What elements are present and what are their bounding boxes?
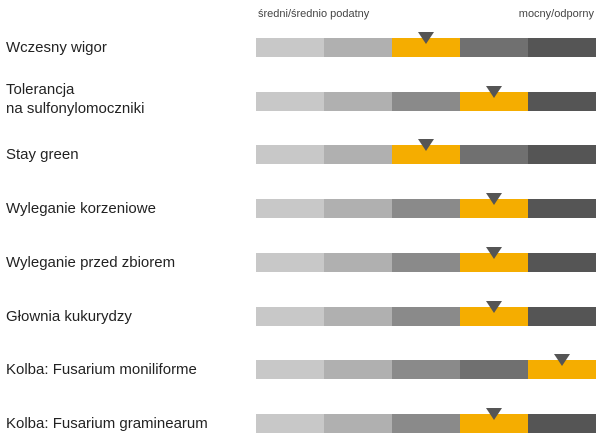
rating-bar bbox=[256, 199, 596, 218]
rating-bar bbox=[256, 360, 596, 379]
rating-segment bbox=[528, 199, 596, 218]
rating-segment bbox=[460, 253, 528, 272]
row-label: Kolba: Fusarium graminearum bbox=[6, 414, 208, 433]
rating-marker bbox=[418, 32, 434, 44]
row-label: Stay green bbox=[6, 145, 79, 164]
scale-left-label: średni/średnio podatny bbox=[258, 8, 370, 20]
row-label-line: Wyleganie korzeniowe bbox=[6, 200, 156, 217]
row-label: Kolba: Fusarium moniliforme bbox=[6, 360, 197, 379]
row-label: Wyleganie korzeniowe bbox=[6, 199, 156, 218]
rating-segment bbox=[256, 253, 324, 272]
rating-marker bbox=[486, 247, 502, 259]
rating-bar bbox=[256, 307, 596, 326]
rating-segment bbox=[256, 92, 324, 111]
row-label-line: Tolerancja bbox=[6, 81, 75, 98]
rating-segment bbox=[392, 414, 460, 433]
rating-bar bbox=[256, 92, 596, 111]
rating-segment bbox=[528, 145, 596, 164]
rating-segment bbox=[528, 92, 596, 111]
row-label-line: Głownia kukurydzy bbox=[6, 308, 132, 325]
rating-segment bbox=[256, 38, 324, 57]
rating-marker bbox=[486, 301, 502, 313]
rating-segment bbox=[392, 145, 460, 164]
rating-segment bbox=[392, 92, 460, 111]
rating-segment bbox=[324, 414, 392, 433]
rating-segment bbox=[392, 253, 460, 272]
rating-bar bbox=[256, 253, 596, 272]
row-label-line: Kolba: Fusarium moniliforme bbox=[6, 361, 197, 378]
rating-segment bbox=[528, 253, 596, 272]
rating-segment bbox=[392, 199, 460, 218]
rating-segment bbox=[460, 360, 528, 379]
rating-segment bbox=[256, 199, 324, 218]
rating-segment bbox=[460, 92, 528, 111]
rating-segment bbox=[528, 360, 596, 379]
rating-segment bbox=[324, 253, 392, 272]
row-label-line: Stay green bbox=[6, 146, 79, 163]
rating-segment bbox=[324, 145, 392, 164]
row-label-line: Kolba: Fusarium graminearum bbox=[6, 415, 208, 432]
rating-segment bbox=[256, 145, 324, 164]
rating-bar bbox=[256, 414, 596, 433]
rating-marker bbox=[418, 139, 434, 151]
rating-segment bbox=[324, 92, 392, 111]
row-label: Wyleganie przed zbiorem bbox=[6, 253, 175, 272]
rating-bar bbox=[256, 145, 596, 164]
row-label: Głownia kukurydzy bbox=[6, 307, 132, 326]
rating-segment bbox=[324, 307, 392, 326]
rating-marker bbox=[486, 86, 502, 98]
rating-segment bbox=[324, 38, 392, 57]
rating-segment bbox=[460, 145, 528, 164]
rating-segment bbox=[460, 199, 528, 218]
rating-segment bbox=[256, 360, 324, 379]
rating-segment bbox=[256, 307, 324, 326]
rating-segment bbox=[392, 307, 460, 326]
rating-segment bbox=[392, 360, 460, 379]
rating-segment bbox=[324, 360, 392, 379]
rating-marker bbox=[486, 193, 502, 205]
rating-segment bbox=[256, 414, 324, 433]
row-label-line: Wyleganie przed zbiorem bbox=[6, 254, 176, 271]
rating-segment bbox=[528, 307, 596, 326]
row-label: Wczesny wigor bbox=[6, 38, 107, 57]
rating-segment bbox=[392, 38, 460, 57]
rating-segment bbox=[460, 307, 528, 326]
rating-segment bbox=[460, 414, 528, 433]
rating-segment bbox=[528, 38, 596, 57]
row-label-line: Wczesny wigor bbox=[6, 39, 107, 56]
rating-marker bbox=[486, 408, 502, 420]
rating-bar bbox=[256, 38, 596, 57]
rating-segment bbox=[324, 199, 392, 218]
scale-right-label: mocny/odporny bbox=[518, 8, 594, 20]
row-label-line: na sulfonylomoczniki bbox=[6, 100, 145, 117]
row-label: Tolerancja na sulfonylomoczniki bbox=[6, 80, 144, 118]
rating-segment bbox=[460, 38, 528, 57]
rating-marker bbox=[554, 354, 570, 366]
rating-segment bbox=[528, 414, 596, 433]
